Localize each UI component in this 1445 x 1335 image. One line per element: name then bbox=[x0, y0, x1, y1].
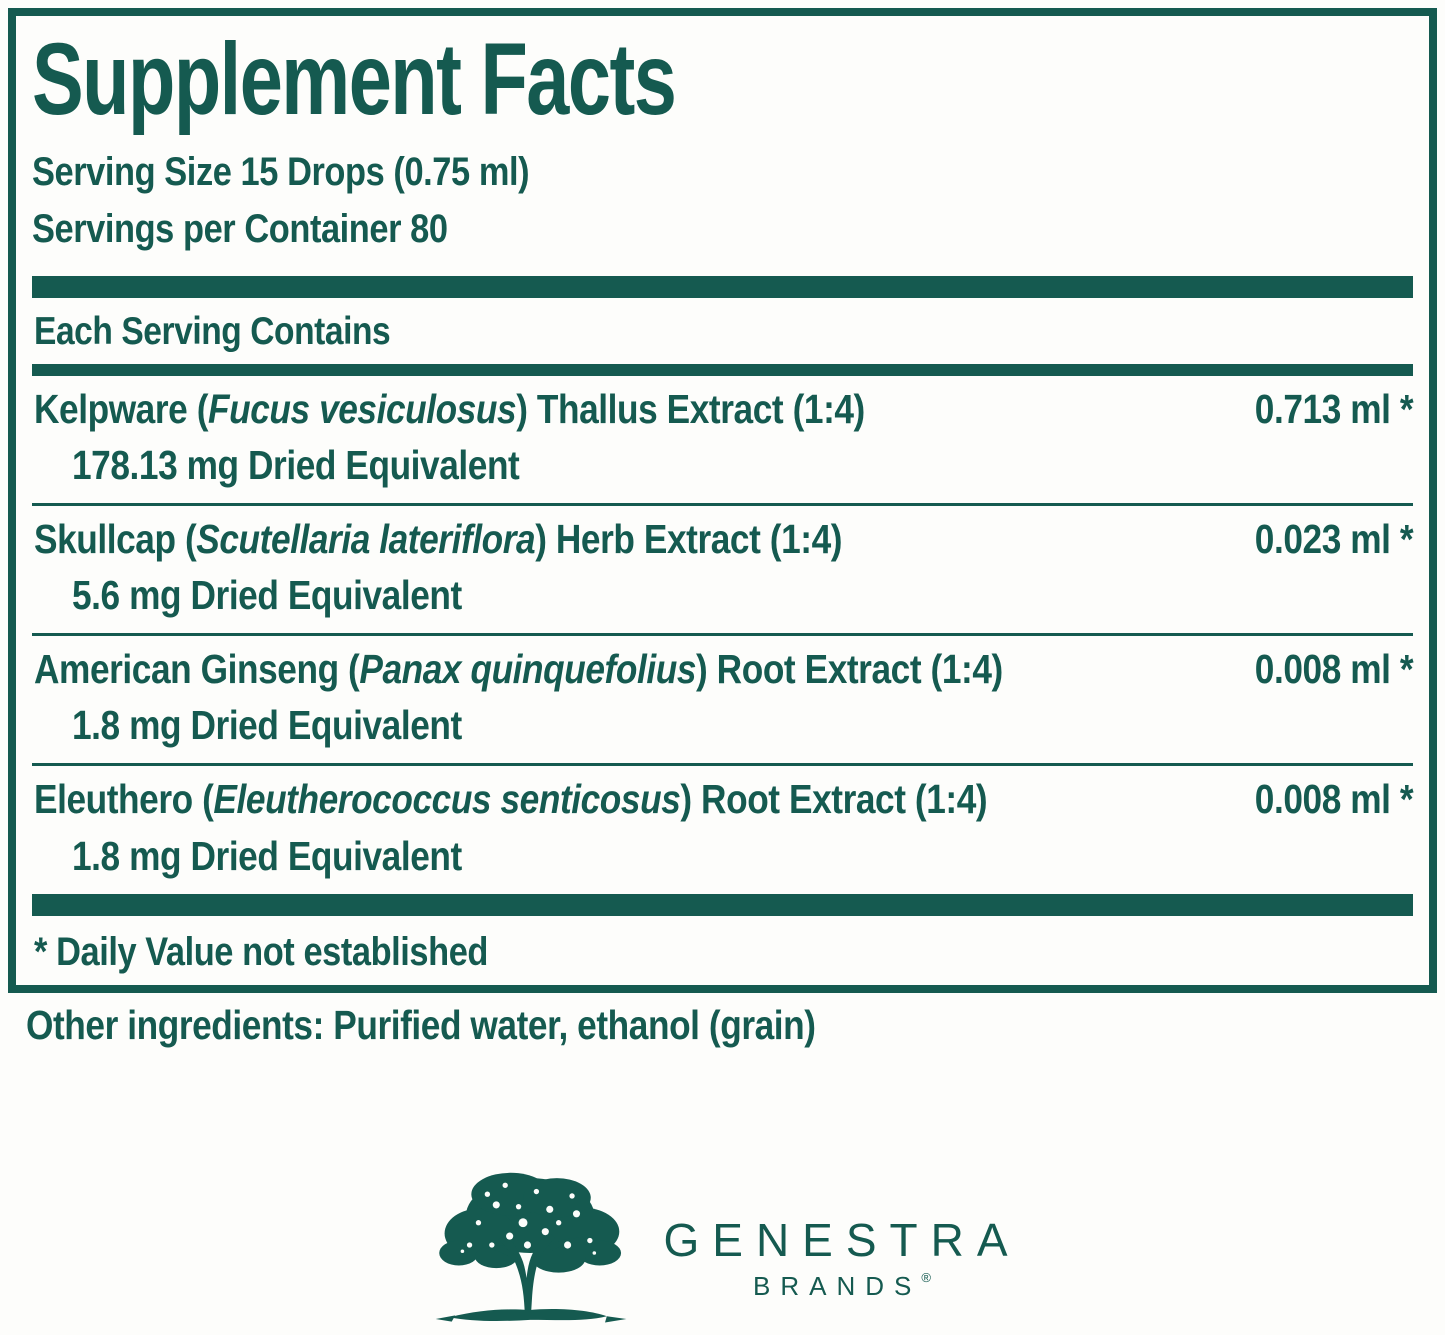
ingredient-name: American Ginseng (Panax quinquefolius) R… bbox=[34, 646, 1003, 693]
tree-icon bbox=[424, 1160, 629, 1330]
serving-info: Serving Size 15 Drops (0.75 ml) Servings… bbox=[32, 144, 1413, 258]
ingredient-row-kelpware: Kelpware (Fucus vesiculosus) Thallus Ext… bbox=[32, 376, 1413, 503]
servings-per-container: Servings per Container 80 bbox=[32, 206, 448, 251]
latin-name: Fucus vesiculosus bbox=[208, 385, 517, 432]
daily-value-footnote: * Daily Value not established bbox=[34, 929, 488, 974]
supplement-facts-panel: Supplement Facts Serving Size 15 Drops (… bbox=[8, 8, 1437, 993]
serving-size: Serving Size 15 Drops (0.75 ml) bbox=[32, 150, 530, 194]
brand-text: GENESTRA BRANDS ® bbox=[663, 1217, 1020, 1299]
panel-title: Supplement Facts bbox=[32, 22, 677, 136]
ingredient-name-line: Skullcap (Scutellaria lateriflora) Herb … bbox=[34, 516, 1413, 563]
latin-name: Panax quinquefolius bbox=[359, 646, 696, 693]
ingredient-amount: 0.713 ml * bbox=[1254, 385, 1414, 432]
registered-mark: ® bbox=[921, 1270, 931, 1285]
latin-name: Eleutherococcus senticosus bbox=[213, 776, 681, 823]
divider-bar-medium bbox=[32, 363, 1413, 376]
ingredient-sub-line: 5.6 mg Dried Equivalent bbox=[72, 572, 462, 619]
ingredient-sub-line: 1.8 mg Dried Equivalent bbox=[72, 702, 462, 749]
other-ingredients: Other ingredients: Purified water, ethan… bbox=[26, 1002, 816, 1048]
ingredient-name-line: American Ginseng (Panax quinquefolius) R… bbox=[34, 646, 1413, 693]
ingredient-name: Kelpware (Fucus vesiculosus) Thallus Ext… bbox=[34, 385, 865, 432]
ingredient-name-line: Eleuthero (Eleutherococcus senticosus) R… bbox=[34, 776, 1413, 823]
divider-bar-thick-top bbox=[32, 275, 1413, 298]
contains-header: Each Serving Contains bbox=[34, 309, 391, 353]
ingredient-sub-line: 178.13 mg Dried Equivalent bbox=[72, 441, 520, 488]
ingredient-name: Skullcap (Scutellaria lateriflora) Herb … bbox=[34, 515, 843, 562]
ingredient-amount: 0.008 ml * bbox=[1254, 646, 1414, 693]
ingredient-amount: 0.008 ml * bbox=[1254, 776, 1414, 823]
latin-name: Scutellaria lateriflora bbox=[196, 515, 536, 562]
ingredient-row-skullcap: Skullcap (Scutellaria lateriflora) Herb … bbox=[32, 502, 1413, 633]
ingredient-row-american-ginseng: American Ginseng (Panax quinquefolius) R… bbox=[32, 633, 1413, 763]
ingredient-name-line: Kelpware (Fucus vesiculosus) Thallus Ext… bbox=[34, 386, 1413, 433]
ingredient-name: Eleuthero (Eleutherococcus senticosus) R… bbox=[34, 776, 988, 823]
ingredient-row-eleuthero: Eleuthero (Eleutherococcus senticosus) R… bbox=[32, 763, 1413, 893]
brand-name: GENESTRA bbox=[663, 1214, 1021, 1266]
divider-bar-thick-bottom bbox=[32, 893, 1413, 916]
brand-logo: GENESTRA BRANDS ® bbox=[424, 1160, 1020, 1330]
brand-subtitle: BRANDS ® bbox=[753, 1270, 931, 1301]
ingredient-amount: 0.023 ml * bbox=[1254, 515, 1414, 562]
ingredient-sub-line: 1.8 mg Dried Equivalent bbox=[72, 832, 462, 879]
